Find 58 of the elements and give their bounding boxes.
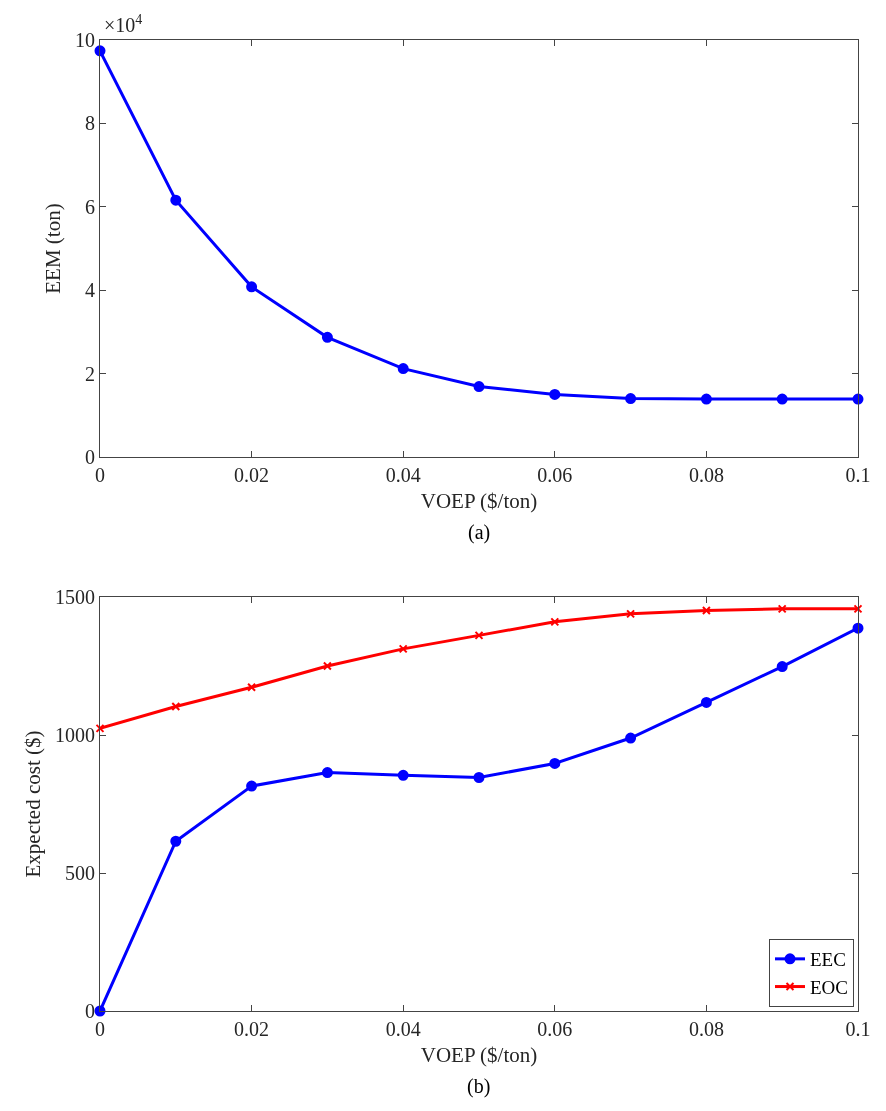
y-tick-label: 10 bbox=[75, 29, 95, 51]
point bbox=[246, 281, 258, 293]
point bbox=[625, 393, 637, 405]
point bbox=[322, 661, 332, 671]
legend-label: EEC bbox=[810, 949, 846, 971]
text: (b) bbox=[467, 1075, 491, 1098]
x-tick-label: 0.06 bbox=[537, 464, 573, 486]
text: (a) bbox=[468, 521, 491, 544]
point bbox=[397, 363, 409, 375]
point bbox=[171, 702, 181, 712]
y-tick-label: 4 bbox=[85, 279, 95, 302]
point bbox=[321, 331, 333, 343]
point bbox=[474, 630, 484, 640]
x-tick-label: 0.06 bbox=[537, 1018, 573, 1040]
point bbox=[170, 835, 182, 847]
point bbox=[776, 393, 788, 405]
y-tick-label: 1500 bbox=[55, 586, 95, 608]
point bbox=[700, 393, 712, 405]
x-axis-title: VOEP ($/ton) bbox=[420, 489, 538, 514]
legend-label: EOC bbox=[810, 976, 848, 998]
point bbox=[321, 767, 333, 779]
point bbox=[397, 769, 409, 781]
point bbox=[776, 661, 788, 673]
y-tick-label: 0 bbox=[85, 446, 95, 468]
point bbox=[549, 757, 561, 769]
x-tick-label: 0.02 bbox=[234, 464, 270, 486]
x-axis-title: VOEP ($/ton) bbox=[420, 1043, 538, 1068]
point bbox=[625, 732, 637, 744]
point bbox=[473, 381, 485, 393]
y-axis-title: Expected cost ($) bbox=[21, 730, 46, 878]
x-tick-label: 0.08 bbox=[688, 464, 724, 486]
point bbox=[700, 696, 712, 708]
point bbox=[777, 604, 787, 614]
y-axis-title: EEM (ton) bbox=[41, 203, 66, 294]
text: ×10$^{4}$ bbox=[104, 12, 143, 37]
x-tick-label: 0.04 bbox=[385, 464, 421, 486]
y-tick-label: 1000 bbox=[55, 724, 95, 746]
point bbox=[398, 644, 408, 654]
point bbox=[246, 780, 258, 792]
x-tick-label: 0.1 bbox=[845, 1018, 871, 1040]
x-tick-label: 0.02 bbox=[234, 1018, 270, 1040]
point bbox=[170, 194, 182, 206]
x-tick-label: 0.08 bbox=[688, 1018, 724, 1040]
y-tick-label: 0 bbox=[85, 1000, 95, 1022]
point bbox=[701, 606, 711, 616]
y-tick-label: 8 bbox=[85, 112, 95, 135]
point bbox=[247, 682, 257, 692]
point bbox=[626, 609, 636, 619]
y-tick-label: 6 bbox=[85, 195, 95, 218]
point bbox=[549, 388, 561, 400]
point bbox=[473, 772, 485, 783]
point bbox=[95, 723, 105, 733]
point bbox=[550, 617, 560, 627]
point bbox=[853, 604, 863, 614]
y-tick-label: 2 bbox=[85, 362, 95, 385]
y-tick-label: 500 bbox=[65, 862, 95, 884]
x-tick-label: 0.1 bbox=[845, 464, 871, 486]
x-tick-label: 0.04 bbox=[385, 1018, 421, 1040]
